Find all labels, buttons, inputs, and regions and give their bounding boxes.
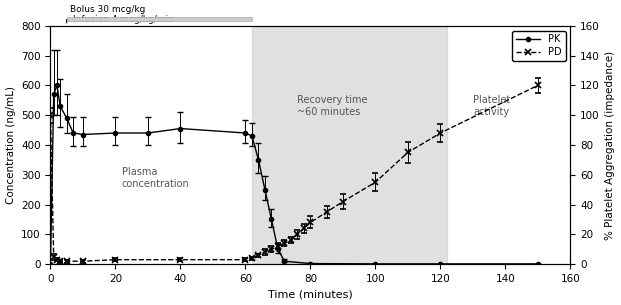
- Legend: PK, PD: PK, PD: [512, 30, 566, 61]
- Bar: [252, 26, 447, 264]
- X-axis label: Time (minutes): Time (minutes): [268, 289, 353, 300]
- Text: Platelet
activity: Platelet activity: [473, 95, 510, 117]
- Text: Recovery time
~60 minutes: Recovery time ~60 minutes: [297, 95, 368, 117]
- Bar: [66, 17, 252, 21]
- Text: Bolus 30 mcg/kg: Bolus 30 mcg/kg: [70, 5, 145, 14]
- Text: Plasma
concentration: Plasma concentration: [122, 167, 189, 188]
- Text: Infusion 4 mcg/kg/min: Infusion 4 mcg/kg/min: [73, 15, 174, 24]
- Y-axis label: % Platelet Aggregation (impedance): % Platelet Aggregation (impedance): [605, 50, 615, 239]
- Y-axis label: Concentration (ng/mL): Concentration (ng/mL): [6, 86, 16, 204]
